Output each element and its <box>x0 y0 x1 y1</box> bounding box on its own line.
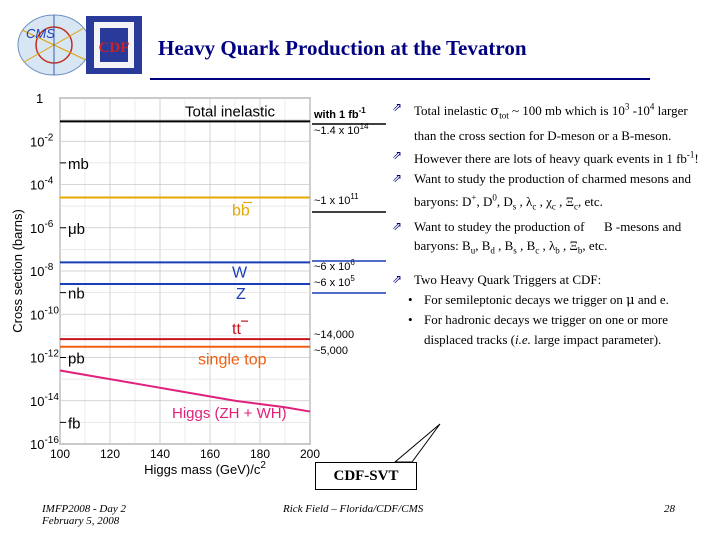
unit-label: fb <box>68 415 81 432</box>
series-line <box>59 369 311 413</box>
bullet-text: Total inelastic σtot ~ 100 mb which is 1… <box>414 102 688 144</box>
y-tick-label: 10-8 <box>30 262 54 279</box>
title-underline <box>150 78 650 80</box>
bullet-item: ⇗ Want to studey the production of B -mes… <box>392 217 707 262</box>
dot-bullet-icon: • <box>408 291 413 307</box>
page-number: 28 <box>664 503 675 515</box>
title-bar: CMS CDF Heavy Quark Production at the Te… <box>0 0 720 92</box>
trigger-text: For hadronic decays we trigger on one or… <box>424 312 669 347</box>
series-label: Total inelastic <box>185 103 276 120</box>
trigger-item: • For hadronic decays we trigger on one o… <box>392 310 707 349</box>
bullet-text: Want to studey the production of B -meso… <box>414 218 682 256</box>
y-tick-label: 10-16 <box>30 435 59 452</box>
x-tick-label: 140 <box>150 447 170 461</box>
series-label: Higgs (ZH + WH) <box>172 405 287 422</box>
trigger-heading-item: ⇗ Two Heavy Quark Triggers at CDF: <box>392 270 707 290</box>
bullet-list: ⇗ Total inelastic σtot ~ 100 mb which is … <box>392 98 707 349</box>
bullet-text: However there are lots of heavy quark ev… <box>414 149 699 167</box>
unit-label: pb <box>68 351 85 368</box>
side-label: ~14,000 <box>314 329 354 341</box>
unit-label: nb <box>68 286 85 303</box>
y-tick-label: 10-2 <box>30 132 54 149</box>
y-tick-label: 10-12 <box>30 349 59 366</box>
series-label: bb <box>232 202 250 219</box>
x-tick-label: 100 <box>50 447 70 461</box>
y-tick-label: 10-10 <box>30 305 59 322</box>
footer-event: IMFP2008 - Day 2 February 5, 2008 <box>42 503 126 527</box>
arrow-bullet-icon: ⇗ <box>392 272 403 287</box>
arrow-bullet-icon: ⇗ <box>392 100 403 114</box>
cross-section-chart: 100 120 140 160 180 200 1 10-2 10-4 10-6 10-8 10-10… <box>10 91 386 477</box>
x-tick-label: 200 <box>300 447 320 461</box>
x-tick-label: 180 <box>250 447 270 461</box>
page-title: Heavy Quark Production at the Tevatron <box>158 36 527 60</box>
unit-label: mb <box>68 156 89 173</box>
arrow-bullet-icon: ⇗ <box>392 147 403 162</box>
dot-bullet-icon: • <box>408 312 413 328</box>
unit-label: μb <box>68 221 85 238</box>
bullet-item: ⇗ However there are lots of heavy quark e… <box>392 146 707 169</box>
side-label: with 1 fb-1 <box>313 106 366 121</box>
side-label: ~5,000 <box>314 345 348 357</box>
y-axis-label: Cross section (barns) <box>10 209 25 333</box>
bullet-text: Want to study the production of charmed … <box>414 170 691 212</box>
x-tick-label: 120 <box>100 447 120 461</box>
x-axis-label: Higgs mass (GeV)/c2 <box>144 460 266 477</box>
side-label: ~1.4 x 1014 <box>314 122 369 137</box>
footer-event-name: IMFP2008 - Day 2 <box>42 503 127 515</box>
footer-author: Rick Field – Florida/CDF/CMS <box>283 503 424 515</box>
footer-date: February 5, 2008 <box>42 515 120 527</box>
y-tick-label: 10-6 <box>30 219 54 236</box>
series-label: single top <box>198 352 267 369</box>
cms-logo: CMS <box>17 14 91 76</box>
svg-text:CMS: CMS <box>26 26 55 41</box>
bullet-item: ⇗ Total inelastic σtot ~ 100 mb which is … <box>392 98 707 146</box>
cdf-logo: CDF <box>86 16 142 74</box>
cdf-svt-callout: CDF-SVT <box>315 462 417 490</box>
y-tick-label: 10-4 <box>30 176 54 193</box>
series-label: W <box>232 264 248 281</box>
y-tick-label: 10-14 <box>30 392 59 409</box>
svg-text:CDF: CDF <box>99 40 130 56</box>
series-label: Z <box>236 286 246 303</box>
series-label: tt <box>232 321 241 338</box>
side-label: ~1 x 1011 <box>314 192 359 207</box>
side-label: ~6 x 106 <box>314 258 355 273</box>
bullet-item: ⇗ Want to study the production of charmed… <box>392 169 707 217</box>
trigger-text: For semileptonic decays we trigger on μ … <box>424 291 669 308</box>
y-tick-label: 1 <box>36 91 43 106</box>
arrow-bullet-icon: ⇗ <box>392 218 403 233</box>
x-tick-label: 160 <box>200 447 220 461</box>
side-label: ~6 x 105 <box>314 274 355 289</box>
arrow-bullet-icon: ⇗ <box>392 170 403 185</box>
trigger-item: • For semileptonic decays we trigger on μ… <box>392 290 707 311</box>
trigger-heading: Two Heavy Quark Triggers at CDF: <box>414 272 602 288</box>
